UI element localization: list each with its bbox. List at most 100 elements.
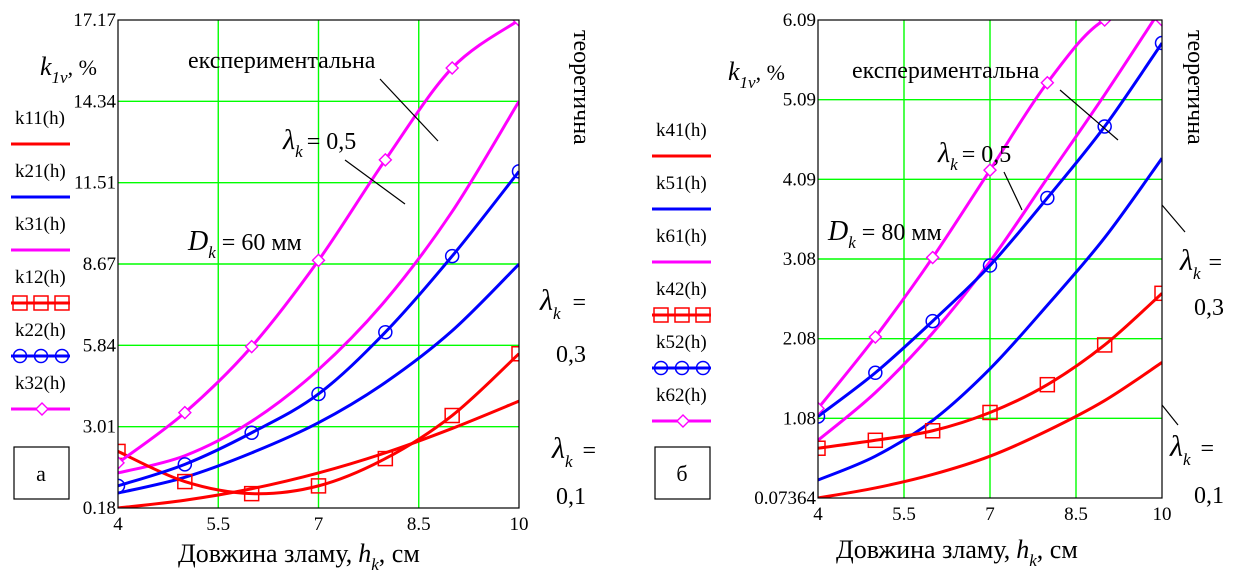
legend-swatch-marker xyxy=(12,348,28,364)
panel-a-experimental-label: експериментальна xyxy=(188,48,376,74)
panel-b-diameter-val: = 80 мм xyxy=(862,220,942,246)
panel-a-plot-frame xyxy=(117,19,520,509)
panel-b-lambda03-value: 0,3 xyxy=(1194,295,1224,321)
panel-a-lambda03-eq: = xyxy=(573,290,587,316)
legend-item: k31(h) xyxy=(11,214,70,252)
x-tick-label: 10 xyxy=(510,514,529,535)
series-line-k41h xyxy=(818,361,1162,498)
panel-a-lambda03-label: λk = xyxy=(539,284,586,323)
legend-label: k21(h) xyxy=(15,161,66,182)
legend-swatch-marker xyxy=(33,295,49,311)
y-tick-label: 8.67 xyxy=(83,254,116,275)
panel-b-experimental-label: експериментальна xyxy=(852,58,1040,84)
legend-swatch-marker xyxy=(35,402,49,416)
legend-item: k32(h) xyxy=(11,373,70,416)
data-point-marker xyxy=(1097,119,1112,134)
y-tick-label: 3.01 xyxy=(83,417,116,438)
data-point-marker xyxy=(924,423,941,439)
legend-label: k52(h) xyxy=(656,332,707,353)
x-tick-label: 10 xyxy=(1153,504,1172,525)
panel-a-xlabel-sub: k xyxy=(371,555,379,571)
data-point-marker xyxy=(1154,285,1162,302)
series-markers-k12h xyxy=(118,346,519,502)
panel-a-lambda05-sym: λ xyxy=(282,125,295,156)
data-point-marker xyxy=(511,346,519,362)
legend-item: k51(h) xyxy=(652,173,711,211)
series-markers-k42h xyxy=(818,285,1162,456)
data-point-marker xyxy=(868,330,883,344)
legend-swatch-marker xyxy=(12,295,28,311)
panel-a-lambda05-sub: k xyxy=(295,142,303,161)
panel-a-diameter-sym: D xyxy=(187,226,208,257)
y-tick-label: 5.09 xyxy=(783,90,816,111)
data-point-marker xyxy=(1040,75,1055,90)
panel-a-lambda01-sym: λ xyxy=(551,432,565,465)
panel-a-diameter-val: = 60 мм xyxy=(222,230,302,256)
data-point-marker xyxy=(818,401,825,416)
data-point-marker xyxy=(1096,337,1113,353)
legend-item: k22(h) xyxy=(11,320,70,364)
data-point-marker xyxy=(444,407,460,424)
legend-item: k61(h) xyxy=(652,226,711,264)
x-tick-label: 5.5 xyxy=(206,514,230,535)
series-line-k61h xyxy=(818,20,1156,442)
panel-a-diameter-sub: k xyxy=(208,243,216,262)
legend-swatch-marker xyxy=(33,348,49,364)
y-tick-label: 5.84 xyxy=(83,335,117,356)
panel-a-xlabel-unit: , см xyxy=(379,539,420,568)
series-line-k31h xyxy=(118,100,519,475)
panel-b-lambda01-pointer xyxy=(1161,404,1179,426)
panel-b-diameter-sub: k xyxy=(848,233,856,252)
panel-b-lambda05-sym: λ xyxy=(937,138,950,169)
panel-a-lambda03-value: 0,3 xyxy=(556,342,586,368)
data-point-marker xyxy=(177,405,192,420)
panel-b-y-axis-label: k1v, % xyxy=(728,57,785,92)
panel-b-legend: k41(h) k51(h) k61(h) k42(h) k52(h) k62(h) xyxy=(652,120,711,428)
panel-b-lambda01-value: 0,1 xyxy=(1194,483,1224,509)
panel-b-y-ticks: 0.07364 1.08 2.08 3.08 4.09 5.09 6.09 xyxy=(754,10,816,509)
legend-item: k12(h) xyxy=(11,267,70,311)
legend-item: k21(h) xyxy=(11,161,70,199)
panel-b-xlabel-sub: k xyxy=(1029,551,1037,570)
legend-swatch-marker xyxy=(676,414,690,428)
series-line-k51h xyxy=(818,157,1162,482)
data-point-marker xyxy=(868,365,883,381)
data-point-marker xyxy=(1154,35,1162,51)
x-tick-label: 7 xyxy=(314,514,324,535)
data-point-marker xyxy=(1040,190,1055,206)
panel-a-lambda03-sym: λ xyxy=(539,284,553,317)
panel-b: 0.07364 1.08 2.08 3.08 4.09 5.09 6.09 4 5.5 7 8.5… xyxy=(652,10,1224,570)
panel-a-lambda05-label: λk = 0,5 xyxy=(282,125,356,161)
legend-item: k52(h) xyxy=(652,332,711,376)
panel-a-xlabel-prefix: Довжина зламу, xyxy=(178,539,352,568)
panel-b-ylabel-unit: , % xyxy=(756,60,785,85)
panel-a-x-axis-label: Довжина зламу, hk, см xyxy=(178,539,420,571)
panel-b-diameter-sym: D xyxy=(827,216,848,247)
panel-a-ylabel-sub: 1v xyxy=(52,68,69,87)
panel-a-lambda05-pointer xyxy=(344,159,406,205)
data-point-marker xyxy=(311,253,326,268)
data-point-marker xyxy=(311,386,326,402)
legend-swatch-marker xyxy=(674,307,690,323)
panel-b-ylabel-sym: k xyxy=(728,57,740,86)
panel-b-letter: б xyxy=(676,461,687,486)
legend-swatch-marker xyxy=(54,295,70,311)
legend-label: k22(h) xyxy=(15,320,66,341)
series-line-k22h xyxy=(118,170,519,488)
panel-b-xlabel-sym: h xyxy=(1016,535,1029,564)
panel-b-lambda03-pointer xyxy=(1161,204,1186,233)
legend-label: k11(h) xyxy=(15,108,65,129)
legend-swatch-marker xyxy=(695,360,711,376)
panel-a-ylabel-sym: k xyxy=(40,52,52,81)
panel-b-x-ticks: 4 5.5 7 8.5 10 xyxy=(813,504,1171,525)
y-tick-label: 3.08 xyxy=(783,249,816,270)
y-tick-label: 0.18 xyxy=(83,498,116,519)
panel-a-lambda01-eq: = xyxy=(583,438,597,464)
data-point-marker xyxy=(177,457,193,472)
data-point-marker xyxy=(118,443,126,460)
data-point-marker xyxy=(177,473,193,490)
panel-a: 0.18 3.01 5.84 8.67 11.51 14.34 17.17 4 5.5 7 8.5… xyxy=(11,10,596,571)
data-point-marker xyxy=(244,339,259,354)
data-point-marker xyxy=(378,152,393,167)
